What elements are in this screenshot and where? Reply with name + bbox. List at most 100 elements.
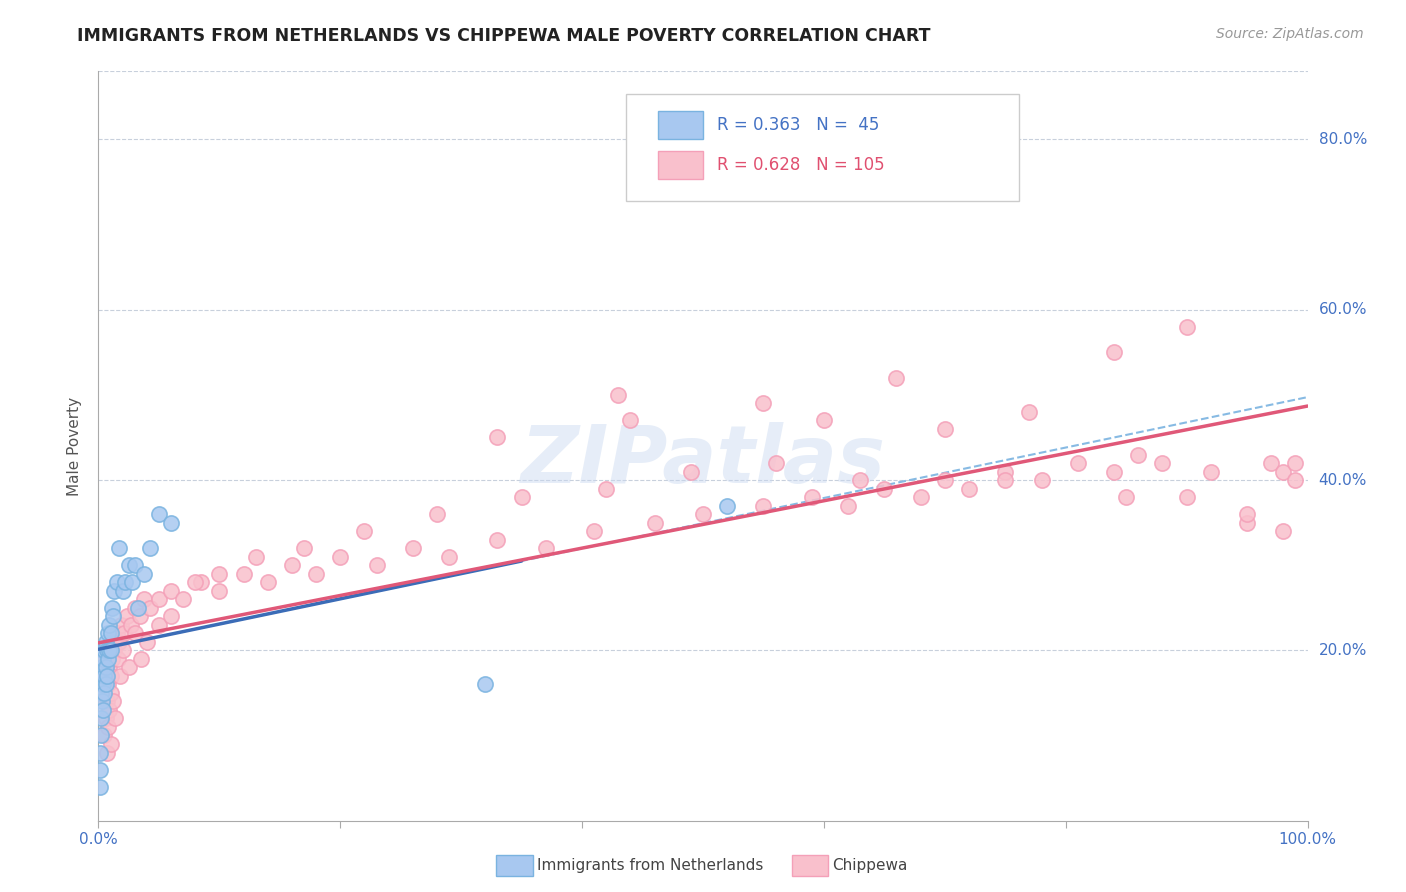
Point: [957, 482, 980, 496]
Point: [127, 600, 149, 615]
Point: [1272, 524, 1295, 538]
Point: [1272, 465, 1295, 479]
Text: ZIPatlas: ZIPatlas: [520, 422, 886, 500]
Point: [94, 669, 117, 683]
Point: [93, 652, 115, 666]
Point: [91, 643, 114, 657]
Point: [124, 558, 146, 573]
Point: [245, 549, 267, 564]
Point: [139, 600, 162, 615]
Point: [184, 575, 207, 590]
Point: [101, 609, 124, 624]
Point: [90, 686, 112, 700]
Text: Chippewa: Chippewa: [832, 858, 908, 872]
Point: [1102, 465, 1125, 479]
Point: [486, 533, 509, 547]
Point: [160, 516, 183, 530]
Point: [486, 430, 509, 444]
Point: [108, 541, 131, 556]
Point: [474, 677, 496, 691]
Point: [97, 652, 120, 666]
Point: [97, 677, 120, 691]
Point: [91, 677, 114, 691]
Point: [103, 583, 125, 598]
Point: [117, 609, 139, 624]
Point: [437, 549, 460, 564]
Point: [232, 566, 254, 581]
Point: [118, 558, 141, 573]
Point: [1115, 490, 1137, 504]
Point: [97, 626, 120, 640]
Point: [100, 652, 122, 666]
Point: [128, 609, 150, 624]
Point: [1031, 473, 1053, 487]
Point: [595, 482, 617, 496]
Point: [90, 729, 112, 743]
Point: [124, 626, 146, 640]
Point: [93, 643, 115, 657]
Point: [93, 686, 115, 700]
Point: [716, 499, 738, 513]
Point: [1152, 456, 1174, 470]
Point: [112, 626, 135, 640]
Point: [98, 703, 121, 717]
Point: [90, 669, 112, 683]
Point: [98, 643, 121, 657]
Point: [89, 746, 111, 760]
Point: [118, 660, 141, 674]
Point: [91, 677, 114, 691]
Point: [837, 499, 859, 513]
Point: [873, 482, 896, 496]
Point: [91, 660, 114, 674]
Point: [160, 609, 183, 624]
Point: [91, 694, 114, 708]
Point: [107, 652, 129, 666]
Point: [100, 600, 122, 615]
Point: [104, 711, 127, 725]
Point: [910, 490, 932, 504]
Point: [619, 413, 641, 427]
Point: [208, 566, 231, 581]
Point: [402, 541, 425, 556]
Point: [114, 575, 136, 590]
Point: [121, 575, 143, 590]
Point: [1236, 516, 1258, 530]
Text: 20.0%: 20.0%: [1319, 643, 1367, 657]
Point: [172, 592, 194, 607]
Point: [98, 617, 121, 632]
Point: [96, 643, 118, 657]
Point: [100, 737, 122, 751]
Point: [111, 583, 134, 598]
Point: [1102, 345, 1125, 359]
Point: [103, 643, 125, 657]
Point: [800, 490, 823, 504]
Point: [94, 635, 117, 649]
Point: [208, 583, 231, 598]
Point: [160, 583, 183, 598]
Point: [679, 465, 702, 479]
Text: Immigrants from Netherlands: Immigrants from Netherlands: [537, 858, 763, 872]
Point: [91, 686, 114, 700]
Point: [91, 677, 114, 691]
Point: [93, 729, 115, 743]
Text: 60.0%: 60.0%: [1319, 302, 1367, 318]
Point: [110, 617, 132, 632]
Point: [281, 558, 304, 573]
Point: [91, 660, 114, 674]
Text: IMMIGRANTS FROM NETHERLANDS VS CHIPPEWA MALE POVERTY CORRELATION CHART: IMMIGRANTS FROM NETHERLANDS VS CHIPPEWA …: [77, 27, 931, 45]
Point: [1067, 456, 1090, 470]
Point: [190, 575, 212, 590]
Point: [94, 711, 117, 725]
Text: 40.0%: 40.0%: [1319, 473, 1367, 488]
Point: [366, 558, 388, 573]
Point: [111, 643, 134, 657]
Point: [134, 592, 156, 607]
Point: [934, 422, 956, 436]
Point: [607, 388, 630, 402]
Point: [89, 780, 111, 794]
Point: [305, 566, 328, 581]
Point: [100, 626, 122, 640]
Point: [292, 541, 315, 556]
Point: [752, 499, 775, 513]
Point: [148, 617, 170, 632]
